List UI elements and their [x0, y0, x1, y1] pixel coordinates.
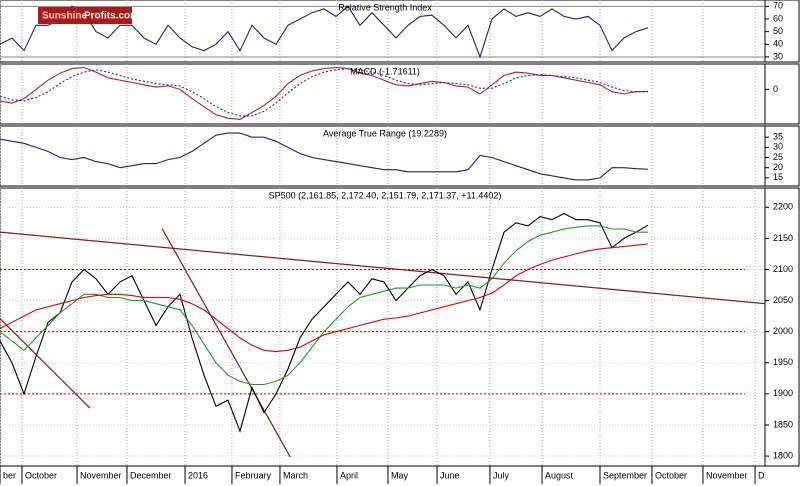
y-tick-label: 25: [773, 152, 783, 162]
plot-area: [0, 188, 765, 466]
y-tick-label: 2050: [773, 295, 793, 305]
x-tick-label: D: [758, 470, 765, 480]
x-tick-label: July: [493, 470, 510, 480]
panel: 30 40 50 60 70 Relative Strength Index: [0, 0, 800, 63]
y-tick-label: 60: [773, 13, 783, 23]
panel-title: MACD (-1.71611): [350, 66, 420, 76]
trend-line: [161, 228, 291, 458]
y-tick-label: 15: [773, 172, 783, 182]
plot-area: [0, 0, 765, 62]
y-tick-label: 2000: [773, 326, 793, 336]
y-tick-label: 35: [773, 132, 783, 142]
y-tick-label: 70: [773, 1, 783, 11]
x-tick-label: May: [391, 470, 409, 480]
series-line: [0, 243, 649, 353]
logo-box: [38, 7, 132, 24]
logo-text-1: Sunshine: [42, 11, 87, 22]
y-tick-label: 20: [773, 162, 783, 172]
y-tick-label: 1800: [773, 450, 793, 460]
series-line: [0, 68, 648, 117]
x-tick-label: November: [706, 470, 748, 480]
x-tick-label: June: [440, 470, 460, 480]
y-tick-label: 0: [773, 84, 778, 94]
panel: 1800 1850 1900 1950 2000 2050 2100 2150 2200 SP50…: [0, 187, 800, 467]
x-tick-label: November: [80, 470, 122, 480]
panel-frame: [0, 125, 800, 187]
y-tick-label: 2100: [773, 264, 793, 274]
y-tick-label: 2150: [773, 233, 793, 243]
y-tick-label: 30: [773, 142, 783, 152]
panel: 0 MACD (-1.71611): [0, 63, 800, 125]
panel-frame: [0, 63, 800, 125]
panel-title: SP500 (2,161.85, 2,172.40, 2,151.79, 2,1…: [269, 190, 502, 200]
panel-frame: [0, 187, 800, 467]
x-tick-label: August: [545, 470, 574, 480]
series-line: [0, 5, 649, 59]
plot-area: [0, 64, 756, 124]
series-line: [0, 225, 648, 386]
series-line: [0, 132, 649, 181]
panel-title: Average True Range (19.2289): [323, 128, 447, 138]
x-tick-label: December: [130, 470, 172, 480]
logo: Sunshine Profits.com: [38, 7, 139, 24]
x-tick-label: October: [25, 470, 57, 480]
logo-text-2: Profits.com: [84, 11, 139, 22]
y-tick-label: 40: [773, 39, 783, 49]
panel-title: Relative Strength Index: [338, 2, 432, 12]
x-tick-label: September: [603, 470, 647, 480]
x-tick-label: ber: [3, 470, 16, 480]
x-tick-label: February: [235, 470, 272, 480]
y-tick-label: 50: [773, 26, 783, 36]
series-line: [0, 66, 649, 120]
x-tick-label: March: [283, 470, 308, 480]
y-tick-label: 2200: [773, 202, 793, 212]
y-tick-label: 1850: [773, 419, 793, 429]
panel-frame: [0, 0, 800, 63]
x-tick-label: October: [655, 470, 687, 480]
trend-line: [0, 318, 91, 409]
y-tick-label: 30: [773, 51, 783, 61]
plot-area: [0, 126, 756, 186]
y-tick-label: 1950: [773, 357, 793, 367]
x-tick-label: 2016: [188, 470, 208, 480]
y-tick-label: 1900: [773, 388, 793, 398]
x-tick-label: April: [340, 470, 358, 480]
trend-line: [0, 231, 765, 305]
